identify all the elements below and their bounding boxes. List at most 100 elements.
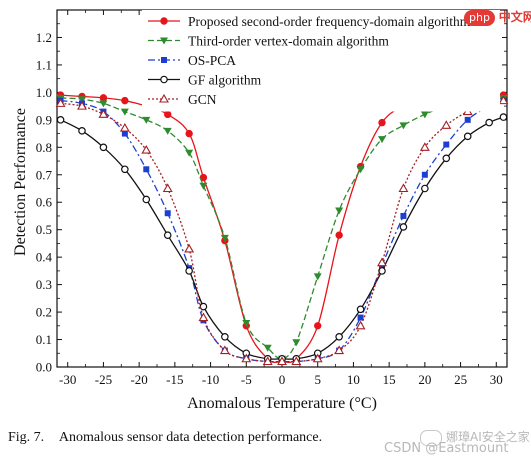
x-tick-label: 5 xyxy=(314,372,321,387)
data-point xyxy=(378,136,386,144)
data-point xyxy=(221,332,229,341)
legend-background xyxy=(142,10,500,112)
legend-label: OS-PCA xyxy=(188,53,236,68)
data-point xyxy=(99,100,108,108)
data-point xyxy=(164,110,172,119)
y-axis-label: Detection Performance xyxy=(12,108,29,256)
legend-entry: GF algorithm xyxy=(148,73,262,88)
data-point xyxy=(143,166,150,173)
data-point xyxy=(99,143,108,152)
data-point xyxy=(355,320,366,330)
data-point xyxy=(335,207,344,215)
data-point xyxy=(56,116,65,124)
x-tick-label: 30 xyxy=(490,372,503,387)
y-tick-label: 0.3 xyxy=(36,277,52,292)
data-point xyxy=(99,94,108,102)
y-tick-label: 1.0 xyxy=(36,85,52,100)
data-point xyxy=(142,195,151,204)
series-3 xyxy=(56,113,508,363)
data-point xyxy=(120,108,129,116)
series-line xyxy=(60,116,504,360)
y-tick-label: 0.6 xyxy=(36,195,53,210)
data-point xyxy=(463,132,472,141)
y-tick-label: 0.0 xyxy=(36,360,52,375)
x-tick-label: 0 xyxy=(279,372,286,387)
data-point xyxy=(443,141,450,148)
x-tick-label: -10 xyxy=(202,372,219,387)
data-point xyxy=(199,182,208,190)
y-tick-label: 0.8 xyxy=(36,140,52,155)
x-tick-label: -30 xyxy=(59,372,76,387)
series-line xyxy=(60,97,504,360)
y-tick-label: 0.7 xyxy=(36,167,53,182)
data-point xyxy=(419,142,430,151)
data-point xyxy=(312,353,323,363)
data-point xyxy=(119,122,130,132)
data-point xyxy=(98,109,109,118)
data-point xyxy=(141,144,152,154)
data-point xyxy=(377,257,387,267)
x-tick-label: 20 xyxy=(418,372,431,387)
data-point xyxy=(499,113,508,121)
y-tick-label: 0.2 xyxy=(36,305,52,320)
watermark: 娜璋AI安全之家 CSDN @Eastmount xyxy=(350,428,530,456)
data-point xyxy=(442,154,451,163)
data-point xyxy=(219,345,230,355)
data-point xyxy=(121,165,129,174)
figure-label: Fig. 7. xyxy=(8,430,45,445)
data-point xyxy=(399,122,408,130)
x-tick-label: -15 xyxy=(166,372,183,387)
data-point xyxy=(262,356,273,366)
data-point xyxy=(78,96,86,104)
data-point xyxy=(242,320,251,328)
legend-label: Third-order vertex-domain algorithm xyxy=(188,34,389,49)
data-point xyxy=(314,322,322,330)
data-point xyxy=(163,231,172,239)
legend-marker xyxy=(160,37,168,45)
series-layer xyxy=(55,91,509,366)
legend-label: GF algorithm xyxy=(188,73,262,88)
data-point xyxy=(78,127,86,135)
data-point xyxy=(185,149,194,157)
logo-text: 中文网 xyxy=(498,10,531,24)
legend-marker xyxy=(160,75,168,84)
x-tick-label: 15 xyxy=(383,372,396,387)
x-tick-label: 10 xyxy=(347,372,360,387)
x-tick-label: -25 xyxy=(95,372,112,387)
data-point xyxy=(399,223,408,231)
x-tick-label: -20 xyxy=(130,372,147,387)
data-point xyxy=(185,267,193,275)
watermark-line1: 娜璋AI安全之家 xyxy=(420,428,530,446)
data-point xyxy=(420,111,429,119)
data-point xyxy=(421,184,429,193)
series-4 xyxy=(55,95,509,366)
data-point xyxy=(163,127,172,135)
data-point xyxy=(142,116,151,124)
y-tick-label: 0.4 xyxy=(36,250,53,265)
data-point xyxy=(184,243,195,253)
legend-label: Proposed second-order frequency-domain a… xyxy=(188,14,471,29)
data-point xyxy=(313,273,322,281)
legend: Proposed second-order frequency-domain a… xyxy=(142,10,500,112)
data-point xyxy=(485,118,493,127)
data-point xyxy=(241,353,252,363)
data-point xyxy=(356,166,365,174)
data-point xyxy=(164,210,171,217)
data-point xyxy=(356,305,365,314)
legend-entry: GCN xyxy=(148,92,217,107)
data-point xyxy=(277,356,287,366)
site-logo: php 中文网 xyxy=(464,8,531,26)
data-point xyxy=(378,118,386,127)
data-point xyxy=(335,332,343,341)
caption-text: Anomalous sensor data detection performa… xyxy=(58,430,323,445)
logo-badge: php xyxy=(464,10,495,26)
data-point xyxy=(198,312,209,322)
data-point xyxy=(162,183,173,193)
data-point xyxy=(334,345,345,355)
data-point xyxy=(400,212,407,219)
data-point xyxy=(464,116,471,123)
data-point xyxy=(398,183,409,193)
figure-caption: Fig. 7. Anomalous sensor data detection … xyxy=(8,430,368,446)
data-point xyxy=(335,231,343,239)
y-tick-label: 1.1 xyxy=(36,57,52,72)
